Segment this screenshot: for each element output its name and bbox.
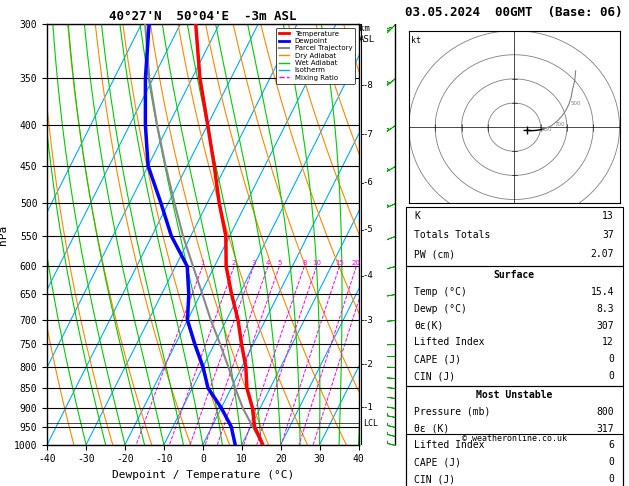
Text: K: K <box>415 211 420 222</box>
Text: -5: -5 <box>363 225 374 234</box>
Text: 800: 800 <box>596 407 614 417</box>
X-axis label: Dewpoint / Temperature (°C): Dewpoint / Temperature (°C) <box>112 470 294 480</box>
Text: 37: 37 <box>603 230 614 240</box>
Text: 700: 700 <box>555 122 565 127</box>
Title: 40°27'N  50°04'E  -3m ASL: 40°27'N 50°04'E -3m ASL <box>109 10 297 23</box>
Text: 0: 0 <box>608 474 614 484</box>
Text: 15.4: 15.4 <box>591 287 614 297</box>
Text: 03.05.2024  00GMT  (Base: 06): 03.05.2024 00GMT (Base: 06) <box>406 6 623 19</box>
Text: 2: 2 <box>232 260 237 266</box>
Text: 6: 6 <box>608 440 614 451</box>
Text: 5: 5 <box>277 260 282 266</box>
Text: 3: 3 <box>252 260 256 266</box>
Text: 0: 0 <box>608 457 614 468</box>
Text: 13: 13 <box>603 211 614 222</box>
Text: Lifted Index: Lifted Index <box>415 337 485 347</box>
Text: θε(K): θε(K) <box>415 321 444 330</box>
Text: -3: -3 <box>363 315 374 325</box>
Text: 15: 15 <box>335 260 344 266</box>
Text: -4: -4 <box>363 271 374 280</box>
Text: 20: 20 <box>352 260 361 266</box>
Text: -7: -7 <box>363 130 374 139</box>
Text: 0: 0 <box>608 354 614 364</box>
Text: 307: 307 <box>596 321 614 330</box>
Text: 2.07: 2.07 <box>591 249 614 259</box>
Text: 500: 500 <box>571 102 581 106</box>
Text: km
ASL: km ASL <box>359 24 375 44</box>
Text: 0: 0 <box>608 371 614 381</box>
Text: 12: 12 <box>603 337 614 347</box>
Text: 8.3: 8.3 <box>596 304 614 314</box>
Text: Dewp (°C): Dewp (°C) <box>415 304 467 314</box>
Text: 317: 317 <box>596 424 614 434</box>
Text: Totals Totals: Totals Totals <box>415 230 491 240</box>
Text: CAPE (J): CAPE (J) <box>415 354 462 364</box>
Text: LCL: LCL <box>363 418 378 428</box>
Text: -8: -8 <box>363 81 374 89</box>
Text: 1: 1 <box>201 260 205 266</box>
Text: CAPE (J): CAPE (J) <box>415 457 462 468</box>
Text: CIN (J): CIN (J) <box>415 371 455 381</box>
Text: Temp (°C): Temp (°C) <box>415 287 467 297</box>
Text: Surface: Surface <box>494 270 535 280</box>
Text: θε (K): θε (K) <box>415 424 450 434</box>
Text: 8: 8 <box>302 260 306 266</box>
Text: PW (cm): PW (cm) <box>415 249 455 259</box>
Text: 10: 10 <box>312 260 321 266</box>
Text: 4: 4 <box>266 260 270 266</box>
Text: Lifted Index: Lifted Index <box>415 440 485 451</box>
Text: -2: -2 <box>363 360 374 369</box>
Text: Pressure (mb): Pressure (mb) <box>415 407 491 417</box>
Text: kt: kt <box>411 36 421 45</box>
Text: 850: 850 <box>542 127 552 132</box>
Legend: Temperature, Dewpoint, Parcel Trajectory, Dry Adiabat, Wet Adiabat, Isotherm, Mi: Temperature, Dewpoint, Parcel Trajectory… <box>276 28 355 84</box>
Text: Most Unstable: Most Unstable <box>476 390 552 400</box>
Text: © weatheronline.co.uk: © weatheronline.co.uk <box>462 434 567 443</box>
Text: -6: -6 <box>363 178 374 187</box>
Text: CIN (J): CIN (J) <box>415 474 455 484</box>
Y-axis label: hPa: hPa <box>0 225 8 244</box>
Text: -1: -1 <box>363 402 374 412</box>
